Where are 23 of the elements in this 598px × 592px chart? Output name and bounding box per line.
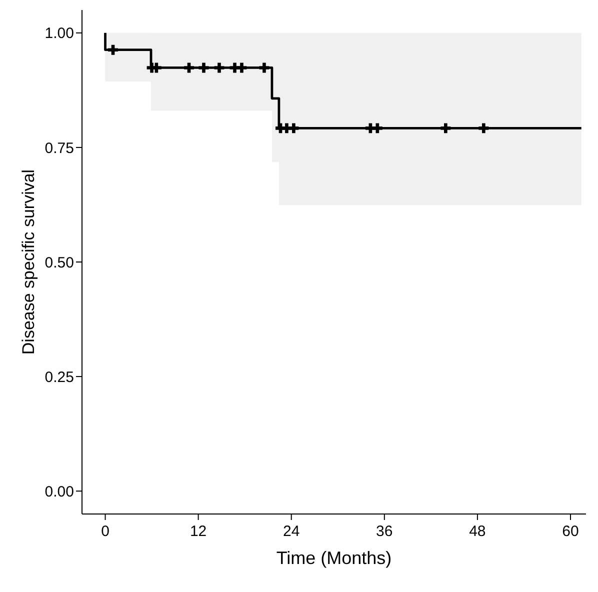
y-tick-label: 0.75	[44, 140, 74, 157]
y-tick-label: 0.00	[44, 483, 74, 500]
point	[108, 44, 118, 55]
x-axis-title: Time (Months)	[276, 548, 392, 568]
point	[198, 62, 209, 73]
x-tick-label: 24	[283, 523, 300, 540]
x-tick-label: 60	[562, 523, 579, 540]
point	[478, 123, 489, 134]
point	[214, 62, 224, 73]
point	[440, 123, 451, 134]
y-tick-label: 1.00	[44, 25, 74, 42]
point	[372, 123, 382, 134]
point	[184, 62, 194, 73]
point	[236, 62, 247, 73]
point	[259, 62, 270, 73]
point	[288, 123, 299, 134]
y-axis-title: Disease specific survival	[19, 169, 38, 355]
x-tick-label: 48	[469, 523, 486, 540]
y-tick-label: 0.50	[44, 254, 74, 272]
x-tick-label: 12	[190, 523, 207, 540]
x-tick-label: 0	[101, 523, 110, 540]
y-tick-label: 0.25	[44, 368, 74, 386]
x-tick-label: 36	[376, 523, 393, 540]
